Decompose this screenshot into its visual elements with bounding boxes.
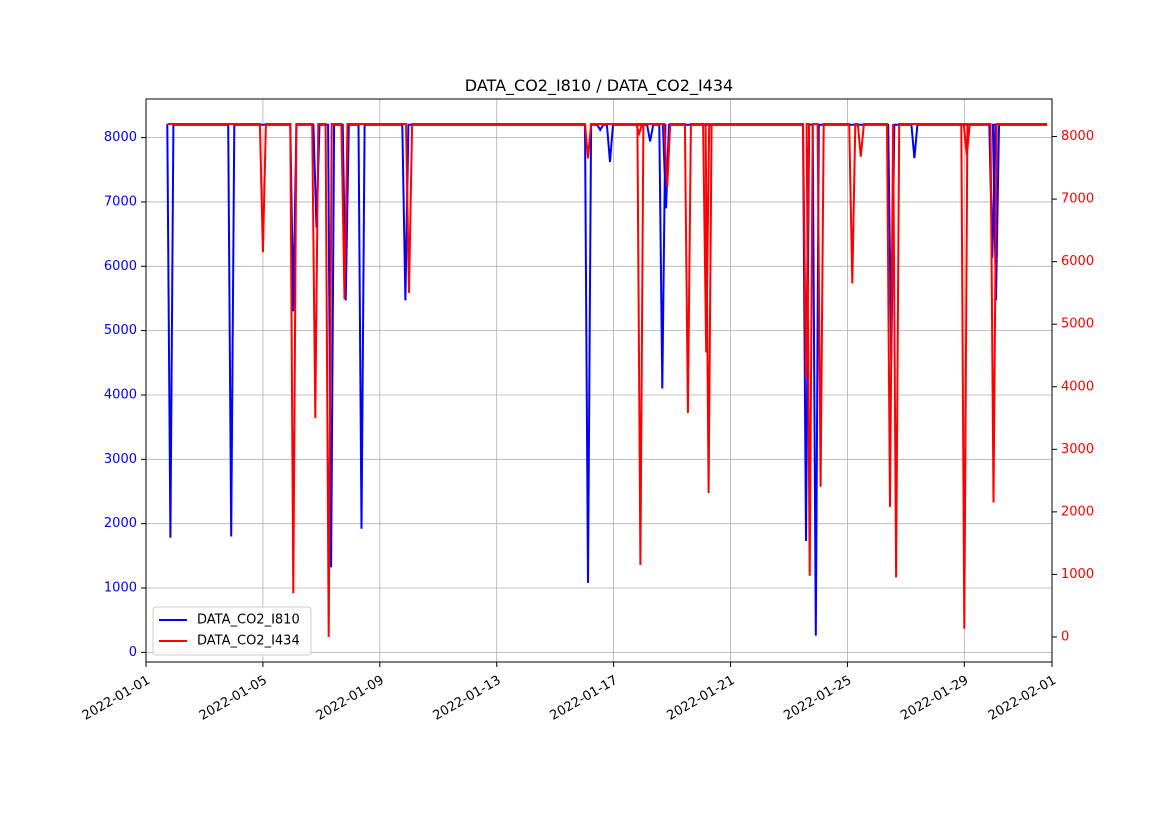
series-line-data-co2-i434 <box>167 123 1048 638</box>
legend-label: DATA_CO2_I434 <box>197 634 300 649</box>
y-left-tick-label: 2000 <box>104 516 137 531</box>
y-left-tick-label: 8000 <box>104 130 137 145</box>
y-right-tick-label: 8000 <box>1061 129 1094 144</box>
y-right-tick-label: 0 <box>1061 629 1069 644</box>
legend-box <box>152 606 312 656</box>
y-left-tick-label: 4000 <box>104 387 137 402</box>
y-right-tick-label: 1000 <box>1061 567 1094 582</box>
y-axis-left: 0 1000 2000 3000 4000 5000 6000 7000 8000 <box>104 130 146 660</box>
y-left-tick-label: 1000 <box>104 581 137 596</box>
y-right-tick-label: 2000 <box>1061 504 1094 519</box>
y-left-tick-label: 3000 <box>104 452 137 467</box>
y-left-tick-label: 0 <box>129 645 137 660</box>
y-right-tick-label: 7000 <box>1061 192 1094 207</box>
y-right-tick-label: 4000 <box>1061 379 1094 394</box>
y-right-tick-label: 3000 <box>1061 442 1094 457</box>
y-axis-right: 0 1000 2000 3000 4000 5000 6000 7000 8000 <box>1052 129 1094 644</box>
y-left-tick-label: 5000 <box>104 323 137 338</box>
series-layer <box>166 123 1048 638</box>
chart-title: DATA_CO2_I810 / DATA_CO2_I434 <box>465 76 733 96</box>
y-left-tick-label: 7000 <box>104 194 137 209</box>
y-left-tick-label: 6000 <box>104 259 137 274</box>
y-right-tick-label: 6000 <box>1061 254 1094 269</box>
y-right-tick-label: 5000 <box>1061 317 1094 332</box>
legend: DATA_CO2_I810 DATA_CO2_I434 <box>152 606 312 656</box>
plot-frame <box>145 98 1053 663</box>
legend-label: DATA_CO2_I810 <box>197 613 300 628</box>
